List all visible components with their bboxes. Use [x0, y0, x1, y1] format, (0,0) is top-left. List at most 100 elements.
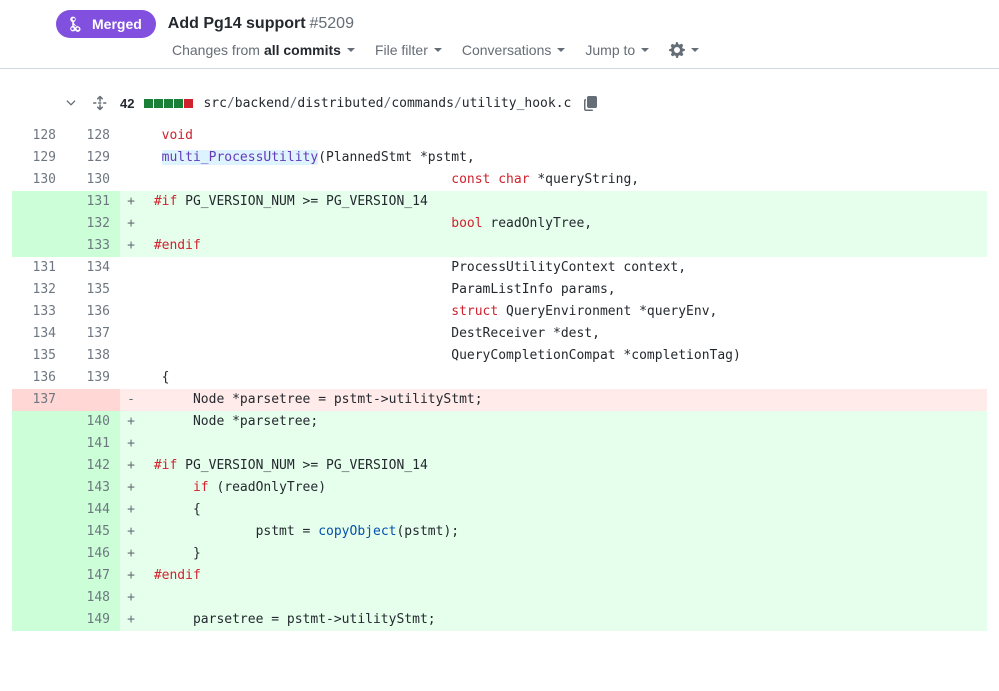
new-line-number[interactable]: 136: [66, 301, 120, 323]
code-cell[interactable]: #if PG_VERSION_NUM >= PG_VERSION_14: [142, 191, 987, 213]
old-line-number[interactable]: 133: [12, 301, 66, 323]
diff-marker: [120, 367, 142, 389]
new-line-number[interactable]: 148: [66, 587, 120, 609]
file-filter-dropdown[interactable]: File filter: [375, 42, 442, 58]
old-line-number[interactable]: 132: [12, 279, 66, 301]
old-line-number[interactable]: 131: [12, 257, 66, 279]
diff-table: 128128 void 129129 multi_ProcessUtility(P…: [12, 125, 987, 631]
old-line-number[interactable]: 135: [12, 345, 66, 367]
diff-line: 146+ }: [12, 543, 987, 565]
new-line-number[interactable]: 134: [66, 257, 120, 279]
diff-settings-dropdown[interactable]: [669, 42, 699, 58]
diff-marker: [120, 147, 142, 169]
pr-header: Merged Add Pg14 support #5209 Changes fr…: [0, 0, 999, 69]
diffstat-square: [144, 99, 153, 108]
code-cell[interactable]: pstmt = copyObject(pstmt);: [142, 521, 987, 543]
diffstat-square: [174, 99, 183, 108]
new-line-number[interactable]: 139: [66, 367, 120, 389]
new-line-number[interactable]: [66, 389, 120, 411]
code-cell[interactable]: Node *parsetree = pstmt->utilityStmt;: [142, 389, 987, 411]
new-line-number[interactable]: 137: [66, 323, 120, 345]
diff-marker: [120, 125, 142, 147]
expand-all-button[interactable]: [90, 93, 110, 113]
new-line-number[interactable]: 145: [66, 521, 120, 543]
old-line-number[interactable]: [12, 235, 66, 257]
code-cell[interactable]: #endif: [142, 565, 987, 587]
file-path[interactable]: src/backend/distributed/commands/utility…: [203, 96, 571, 111]
new-line-number[interactable]: 133: [66, 235, 120, 257]
new-line-number[interactable]: 129: [66, 147, 120, 169]
old-line-number[interactable]: [12, 543, 66, 565]
new-line-number[interactable]: 144: [66, 499, 120, 521]
old-line-number[interactable]: 136: [12, 367, 66, 389]
old-line-number[interactable]: [12, 587, 66, 609]
new-line-number[interactable]: 138: [66, 345, 120, 367]
old-line-number[interactable]: [12, 521, 66, 543]
code-cell[interactable]: {: [142, 499, 987, 521]
file-filter-label: File filter: [375, 42, 428, 58]
old-line-number[interactable]: [12, 411, 66, 433]
collapse-file-toggle[interactable]: [62, 94, 80, 112]
diff-marker: [120, 169, 142, 191]
code-cell[interactable]: multi_ProcessUtility(PlannedStmt *pstmt,: [142, 147, 987, 169]
code-cell[interactable]: DestReceiver *dest,: [142, 323, 987, 345]
old-line-number[interactable]: 137: [12, 389, 66, 411]
new-line-number[interactable]: 130: [66, 169, 120, 191]
old-line-number[interactable]: [12, 499, 66, 521]
new-line-number[interactable]: 140: [66, 411, 120, 433]
code-cell[interactable]: void: [142, 125, 987, 147]
new-line-number[interactable]: 131: [66, 191, 120, 213]
new-line-number[interactable]: 132: [66, 213, 120, 235]
jump-to-dropdown[interactable]: Jump to: [585, 42, 649, 58]
copy-path-button[interactable]: [581, 93, 601, 113]
code-token: #if: [154, 458, 177, 473]
old-line-number[interactable]: [12, 477, 66, 499]
old-line-number[interactable]: 129: [12, 147, 66, 169]
code-cell[interactable]: bool readOnlyTree,: [142, 213, 987, 235]
merged-label: Merged: [92, 16, 142, 32]
old-line-number[interactable]: [12, 609, 66, 631]
code-cell[interactable]: parsetree = pstmt->utilityStmt;: [142, 609, 987, 631]
old-line-number[interactable]: [12, 213, 66, 235]
old-line-number[interactable]: [12, 191, 66, 213]
new-line-number[interactable]: 142: [66, 455, 120, 477]
diff-line: 133136 struct QueryEnvironment *queryEnv…: [12, 301, 987, 323]
path-segment: distributed: [297, 96, 383, 111]
code-cell[interactable]: const char *queryString,: [142, 169, 987, 191]
code-cell[interactable]: if (readOnlyTree): [142, 477, 987, 499]
path-segment: backend: [235, 96, 290, 111]
new-line-number[interactable]: 135: [66, 279, 120, 301]
new-line-number[interactable]: 147: [66, 565, 120, 587]
code-cell[interactable]: {: [142, 367, 987, 389]
diff-container: 42 src/backend/distributed/commands/util…: [0, 69, 999, 631]
code-cell[interactable]: #if PG_VERSION_NUM >= PG_VERSION_14: [142, 455, 987, 477]
code-cell[interactable]: #endif: [142, 235, 987, 257]
changes-from-dropdown[interactable]: Changes from all commits: [172, 42, 355, 58]
diff-line: 131+ #if PG_VERSION_NUM >= PG_VERSION_14: [12, 191, 987, 213]
diff-line: 141+: [12, 433, 987, 455]
conversations-dropdown[interactable]: Conversations: [462, 42, 566, 58]
diff-marker: +: [120, 499, 142, 521]
old-line-number[interactable]: [12, 455, 66, 477]
code-cell[interactable]: ProcessUtilityContext context,: [142, 257, 987, 279]
code-cell[interactable]: Node *parsetree;: [142, 411, 987, 433]
diff-line: 135138 QueryCompletionCompat *completion…: [12, 345, 987, 367]
new-line-number[interactable]: 146: [66, 543, 120, 565]
unfold-icon: [92, 95, 108, 111]
code-cell[interactable]: ParamListInfo params,: [142, 279, 987, 301]
diff-marker: +: [120, 411, 142, 433]
old-line-number[interactable]: 128: [12, 125, 66, 147]
code-cell[interactable]: [142, 587, 987, 609]
code-cell[interactable]: QueryCompletionCompat *completionTag): [142, 345, 987, 367]
new-line-number[interactable]: 128: [66, 125, 120, 147]
old-line-number[interactable]: 134: [12, 323, 66, 345]
new-line-number[interactable]: 141: [66, 433, 120, 455]
code-cell[interactable]: struct QueryEnvironment *queryEnv,: [142, 301, 987, 323]
code-cell[interactable]: [142, 433, 987, 455]
old-line-number[interactable]: [12, 433, 66, 455]
code-cell[interactable]: }: [142, 543, 987, 565]
old-line-number[interactable]: 130: [12, 169, 66, 191]
new-line-number[interactable]: 149: [66, 609, 120, 631]
new-line-number[interactable]: 143: [66, 477, 120, 499]
old-line-number[interactable]: [12, 565, 66, 587]
